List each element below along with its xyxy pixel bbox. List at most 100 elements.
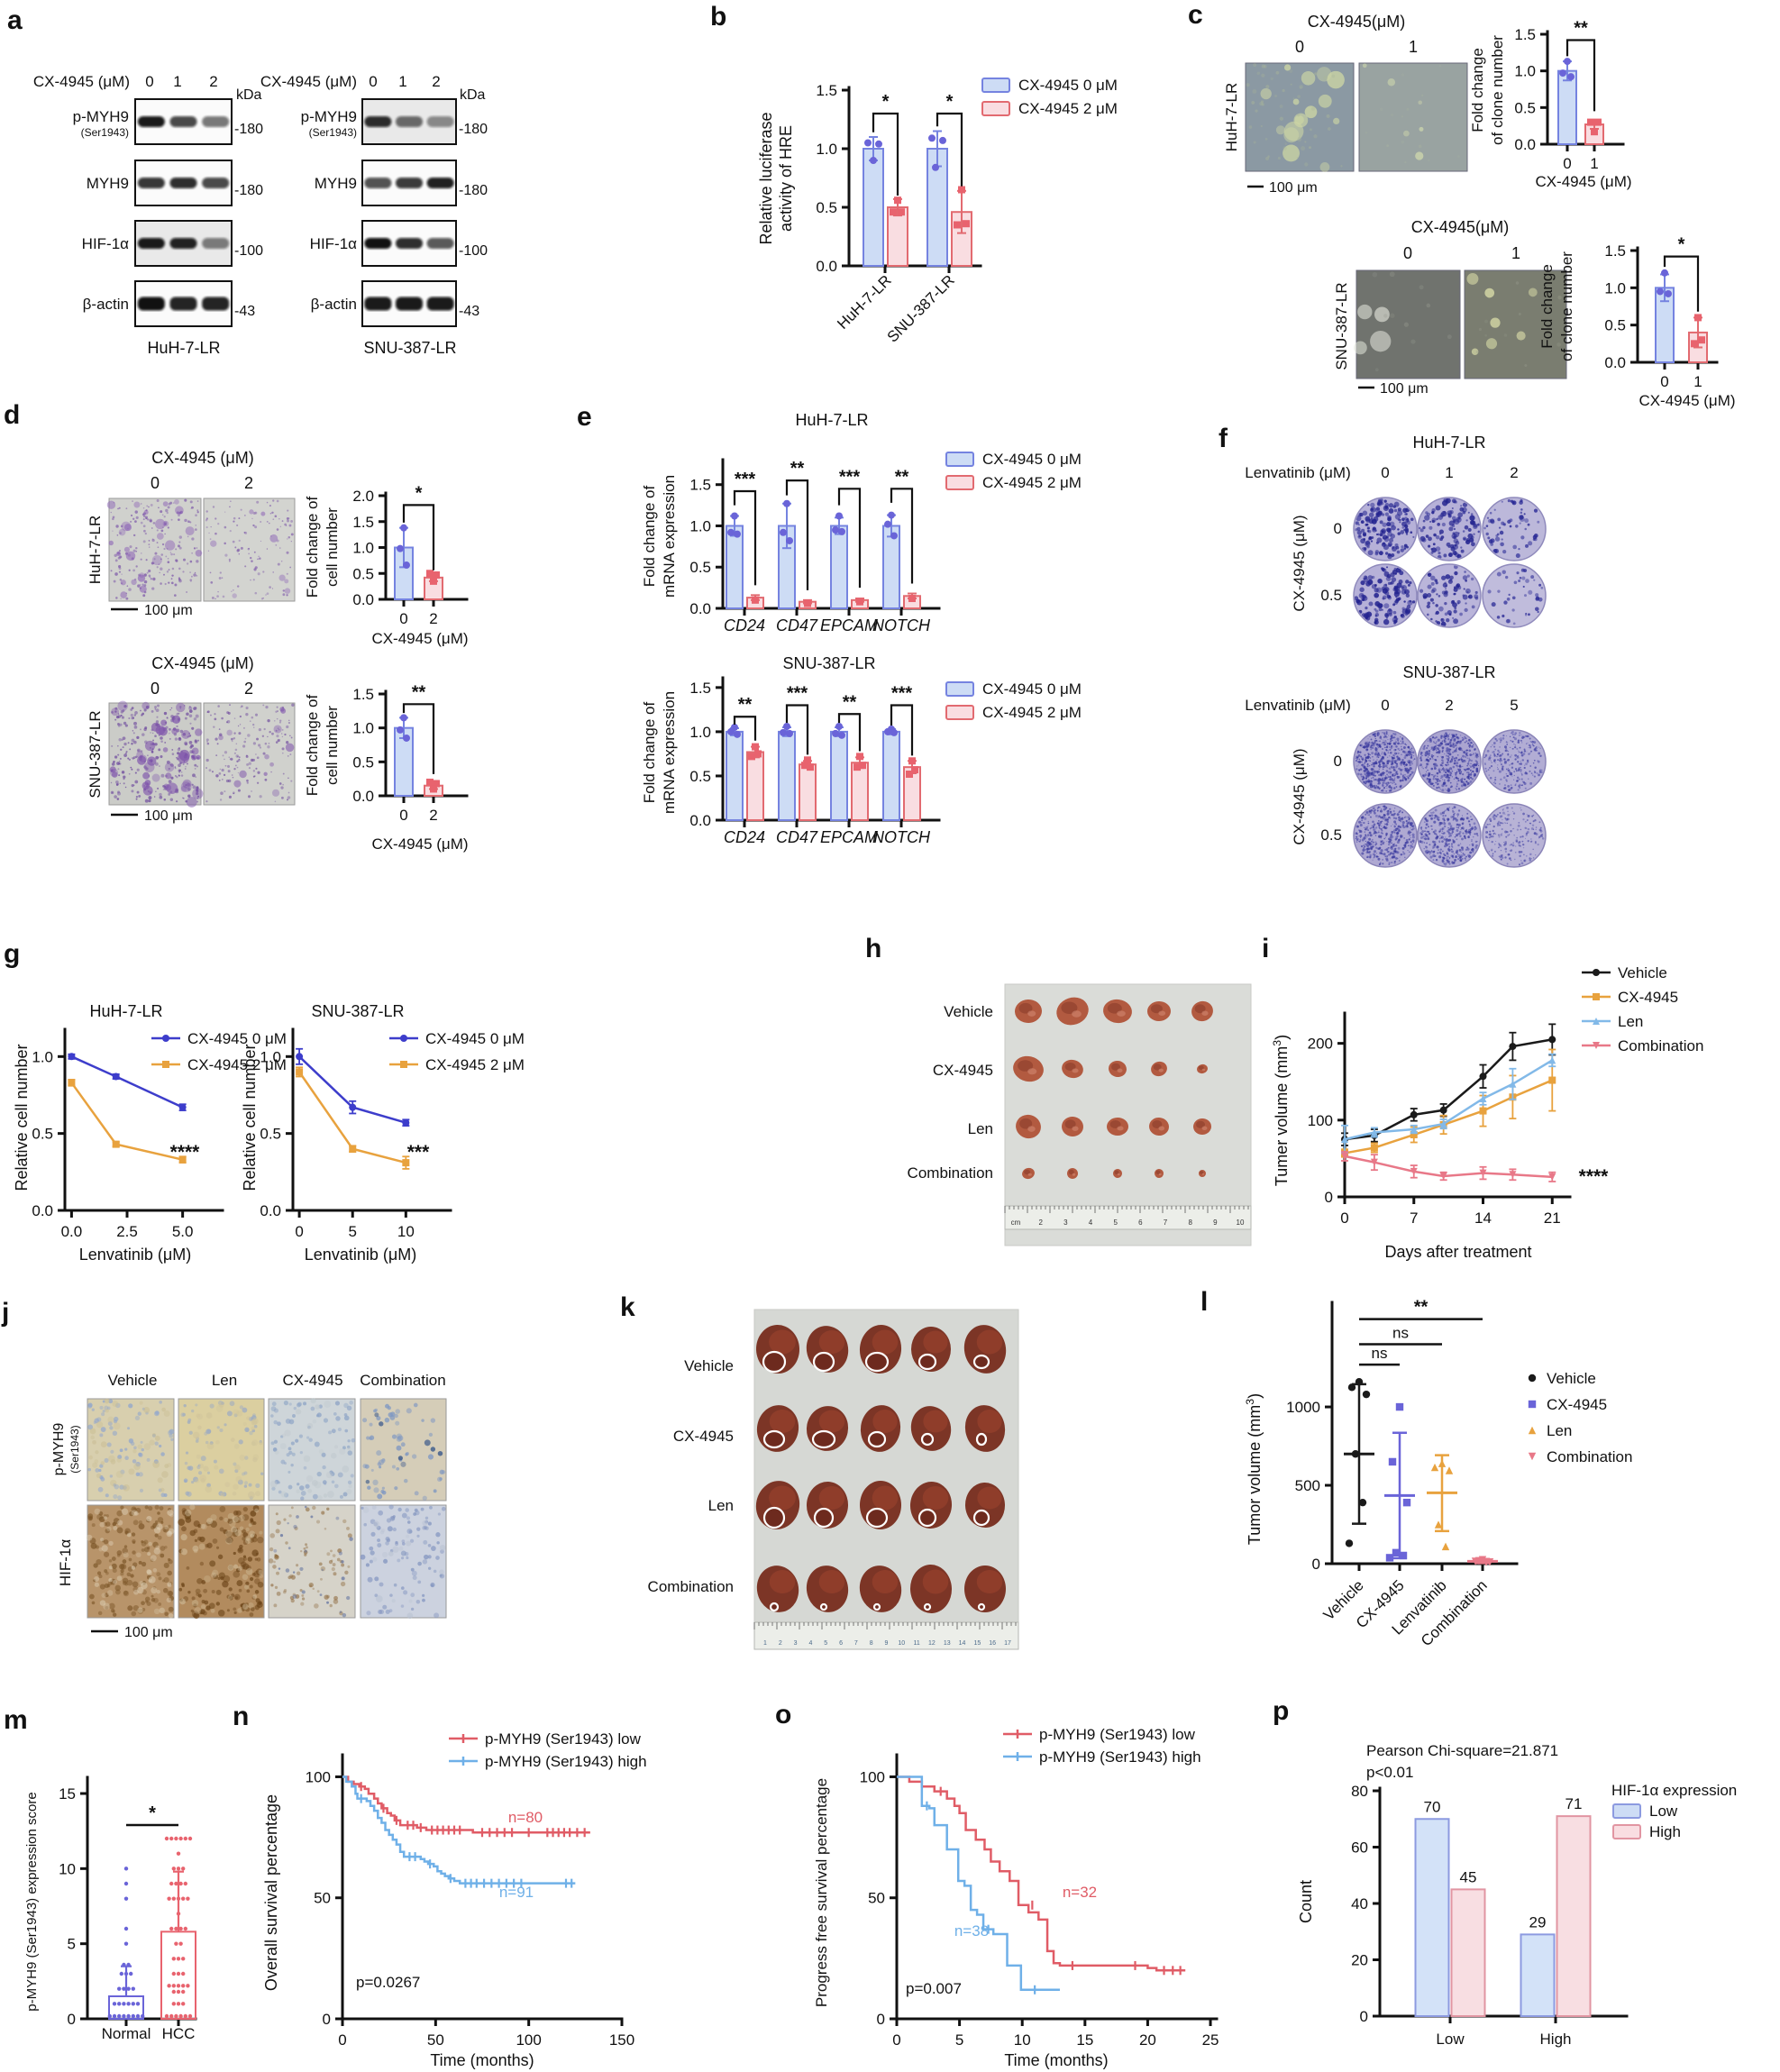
chart: 0 5 10 15 p-MYH9 (Ser1943) expression score *…	[24, 1775, 197, 2042]
y-tick: 0.5	[352, 753, 374, 771]
tumor-outline	[972, 1354, 990, 1370]
micrograph	[1245, 62, 1355, 172]
legend-title: HIF-1α expression	[1611, 1782, 1737, 1799]
protein-label: HIF-1α	[82, 235, 130, 252]
square-marker	[1392, 1548, 1401, 1557]
blot-box	[361, 220, 457, 267]
bar	[1450, 1888, 1486, 2017]
ruler-number: 3	[794, 1640, 798, 1647]
panel-letter-l: l	[1200, 1287, 1209, 1317]
circle-marker	[123, 1971, 129, 1976]
panel-text: CX-4945(μM)	[1308, 13, 1405, 31]
panel-text: CX-4945	[282, 1372, 342, 1389]
chart: 0.0 0.5 1.0 1.5 0 1 Fold change of clone number…	[1469, 19, 1632, 190]
y-tick: 1.0	[260, 1048, 281, 1065]
sig-bracket	[733, 716, 757, 741]
y-tick: 40	[1351, 1895, 1368, 1912]
blot-box	[361, 280, 457, 327]
tumor-outline	[813, 1507, 835, 1529]
panel-text: 0	[1381, 464, 1389, 481]
panel-text: (Ser1943)	[68, 1425, 81, 1473]
circle-marker	[1370, 1131, 1378, 1139]
chart: 0.0 0.5 1.0 1.5 0 2 Fold change of cell number C…	[304, 682, 469, 853]
annotation: p=0.0267	[356, 1974, 420, 1991]
circle-marker	[932, 163, 939, 171]
circle-marker	[123, 1881, 129, 1886]
circle-marker	[174, 1926, 178, 1931]
ruler-number: 10	[1237, 1219, 1245, 1227]
legend-swatch	[981, 78, 1010, 93]
circle-marker	[178, 1103, 187, 1111]
legend-label: Len	[1547, 1422, 1572, 1439]
panel-text: 100 μm	[144, 603, 193, 618]
tumor-photo: cm 2 3 4 5 6 7 8 9 10	[1004, 983, 1252, 1246]
x-tick: 0	[399, 807, 407, 824]
panel-letter-j: j	[2, 1298, 10, 1328]
chart-title: HuH-7-LR	[89, 1002, 162, 1020]
category-label: CD24	[724, 828, 765, 846]
bar	[951, 211, 972, 267]
square-marker	[1548, 1076, 1556, 1084]
panel-letter-m: m	[4, 1705, 28, 1735]
square-marker	[433, 570, 440, 579]
y-axis-label: of clone number	[1558, 251, 1575, 361]
circle-marker	[169, 2013, 174, 2019]
legend-label: High	[1649, 1823, 1681, 1840]
panel-letter-d: d	[4, 400, 21, 430]
y-axis-label: mRNA expression	[661, 691, 678, 814]
panel-letter-e: e	[577, 402, 592, 432]
tumor-outline	[975, 1432, 988, 1447]
protein-label: p-MYH9	[301, 108, 357, 125]
circle-marker	[1358, 1498, 1367, 1507]
category-label: CD47	[776, 616, 818, 634]
x-tick: 5.0	[172, 1223, 194, 1240]
panel-text: 1	[1511, 244, 1520, 262]
circle-marker	[186, 1984, 190, 1988]
km-curve	[342, 1775, 576, 1885]
tridown-marker	[1593, 1042, 1600, 1049]
legend-label: Len	[1618, 1013, 1643, 1030]
tridown-marker	[1528, 1452, 1537, 1461]
y-tick: 1.5	[689, 680, 711, 697]
circle-marker	[171, 1971, 176, 1976]
circle-marker	[1559, 69, 1566, 78]
square-marker	[1691, 340, 1698, 348]
legend-label: Combination	[1547, 1448, 1632, 1465]
panel-text: Vehicle	[108, 1372, 158, 1389]
circle-marker	[178, 1881, 183, 1886]
significance: **	[412, 682, 426, 702]
micrograph	[1417, 803, 1482, 868]
circle-marker	[131, 2002, 135, 2006]
km-curve	[897, 1775, 1060, 1992]
x-tick: 150	[609, 2031, 634, 2049]
panel-text: Combination	[908, 1164, 993, 1182]
circle-marker	[888, 511, 895, 519]
western-blot: CX-4945 (μM) 0 1 2 kDa p-MYH9(Ser1943) -180 MYH…	[260, 73, 488, 357]
circle-marker	[112, 2002, 117, 2006]
legend-swatch	[981, 101, 1010, 116]
micrograph	[87, 1398, 175, 1502]
blot-noise	[136, 222, 231, 265]
tumor-outline	[769, 1602, 780, 1612]
circle-marker	[187, 2013, 193, 2019]
circle-marker	[171, 1867, 176, 1871]
x-tick: 50	[427, 2031, 444, 2049]
x-axis-label: CX-4945 (μM)	[371, 835, 468, 853]
circle-marker	[178, 1926, 183, 1931]
tumor-outline	[762, 1350, 787, 1374]
blot-band	[202, 178, 230, 188]
chart: 0.0 0.5 1.0 1.5 2.0 0 2 Fold change of cell numb…	[304, 483, 469, 647]
tridown-marker	[1410, 1167, 1418, 1175]
circle-marker	[171, 1989, 176, 1994]
kda-value: -180	[459, 122, 488, 137]
circle-marker	[835, 512, 843, 520]
lane-label: 2	[432, 73, 440, 90]
circle-marker	[890, 728, 898, 736]
panel-text: 2	[1445, 697, 1453, 714]
circle-marker	[780, 528, 787, 536]
square-marker	[1399, 1551, 1408, 1560]
